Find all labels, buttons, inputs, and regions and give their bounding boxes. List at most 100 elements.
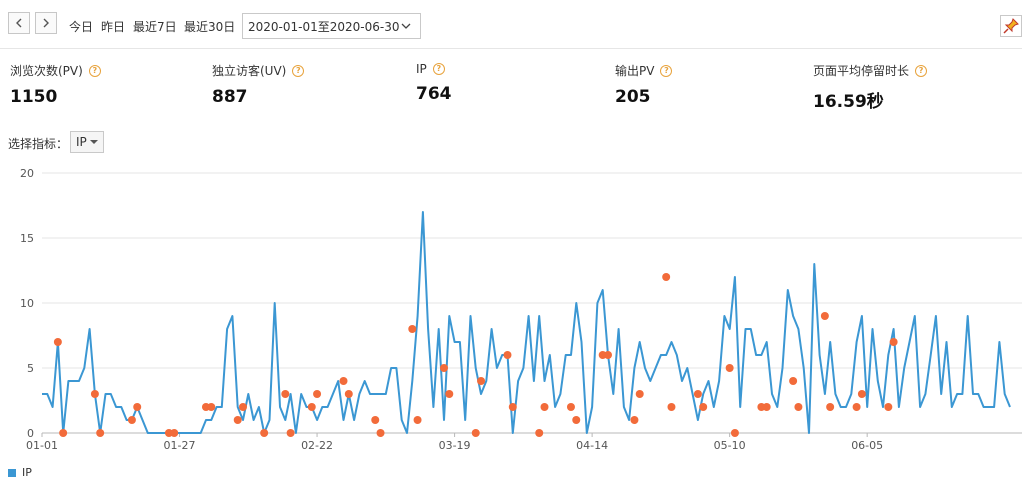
metric-avg-duration-label: 页面平均停留时长 <box>813 64 910 78</box>
data-point-marker <box>725 364 734 372</box>
data-point-marker <box>344 390 353 398</box>
data-point-marker <box>635 390 644 398</box>
metric-pv-label: 浏览次数(PV) <box>10 64 83 78</box>
chevron-left-icon <box>16 18 22 28</box>
next-date-button[interactable] <box>35 12 57 34</box>
chevron-right-icon <box>43 18 49 28</box>
quick-range-yesterday[interactable]: 昨日 <box>101 20 126 34</box>
legend-swatch <box>8 468 16 477</box>
data-point-marker <box>667 403 676 411</box>
help-icon[interactable]: ? <box>915 64 928 77</box>
metric-pv: 浏览次数(PV)? 1150 <box>10 62 101 107</box>
metric-uv: 独立访客(UV)? 887 <box>212 62 305 107</box>
data-point-marker <box>170 429 179 437</box>
help-icon[interactable]: ? <box>660 64 673 77</box>
data-point-marker <box>339 377 348 385</box>
data-point-marker <box>281 390 290 398</box>
data-point-marker <box>413 416 422 424</box>
data-point-marker <box>53 338 62 346</box>
data-point-marker <box>572 416 581 424</box>
data-point-marker <box>540 403 549 411</box>
x-tick-label: 03-19 <box>439 439 471 452</box>
data-point-marker <box>820 312 829 320</box>
data-point-marker <box>59 429 68 437</box>
help-icon[interactable]: ? <box>292 64 305 77</box>
help-icon[interactable]: ? <box>88 64 101 77</box>
data-point-marker <box>852 403 861 411</box>
data-point-marker <box>207 403 216 411</box>
indicator-selector-label: 选择指标： <box>8 137 69 151</box>
y-tick-label: 15 <box>20 232 34 245</box>
data-point-marker <box>445 390 454 398</box>
metric-uv-label: 独立访客(UV) <box>212 64 287 78</box>
toolbar: 今日 昨日 最近7日 最近30日 2020-01-01至2020-06-30 <box>0 0 1022 48</box>
data-point-marker <box>603 351 612 359</box>
metric-uv-value: 887 <box>212 87 248 107</box>
data-point-marker <box>566 403 575 411</box>
metric-avg-duration-value: 16.59秒 <box>813 92 884 112</box>
metric-output-pv-value: 205 <box>615 87 651 107</box>
x-tick-label: 04-14 <box>576 439 608 452</box>
metric-output-pv-label: 输出PV <box>615 64 655 78</box>
data-point-marker <box>90 390 99 398</box>
data-point-marker <box>794 403 803 411</box>
quick-range-30days[interactable]: 最近30日 <box>184 20 236 34</box>
indicator-select-value: IP <box>76 135 87 149</box>
date-range-value: 2020-01-01至2020-06-30 <box>248 19 400 34</box>
data-point-marker <box>508 403 517 411</box>
data-point-marker <box>630 416 639 424</box>
metric-avg-duration: 页面平均停留时长? 16.59秒 <box>813 62 928 112</box>
y-tick-label: 20 <box>20 167 34 180</box>
data-point-marker <box>535 429 544 437</box>
quick-range-today[interactable]: 今日 <box>69 20 94 34</box>
data-point-marker <box>371 416 380 424</box>
legend-label: IP <box>22 466 32 479</box>
y-tick-label: 0 <box>27 427 34 440</box>
metric-ip-label: IP <box>416 62 427 76</box>
x-tick-label: 02-22 <box>301 439 333 452</box>
data-point-marker <box>376 429 385 437</box>
caret-down-icon <box>90 140 98 144</box>
data-point-marker <box>730 429 739 437</box>
data-point-marker <box>440 364 449 372</box>
data-point-marker <box>471 429 480 437</box>
x-tick-label: 01-27 <box>164 439 196 452</box>
data-point-marker <box>477 377 486 385</box>
data-point-marker <box>96 429 105 437</box>
data-point-marker <box>889 338 898 346</box>
data-point-marker <box>133 403 142 411</box>
indicator-select[interactable]: IP <box>70 131 104 153</box>
data-point-marker <box>286 429 295 437</box>
x-tick-label: 06-05 <box>851 439 883 452</box>
date-range-select[interactable]: 2020-01-01至2020-06-30 <box>242 13 421 39</box>
metric-pv-value: 1150 <box>10 87 58 107</box>
help-icon[interactable]: ? <box>432 63 445 75</box>
pin-button[interactable] <box>1000 15 1022 37</box>
pin-icon <box>1003 18 1019 34</box>
series-line-ip <box>42 211 1011 434</box>
y-tick-label: 5 <box>27 362 34 375</box>
chart-legend[interactable]: IP <box>8 466 32 479</box>
data-point-marker <box>789 377 798 385</box>
data-point-marker <box>503 351 512 359</box>
metric-ip: IP? 764 <box>416 62 452 104</box>
data-point-marker <box>239 403 248 411</box>
prev-date-button[interactable] <box>8 12 30 34</box>
chevron-down-icon <box>401 23 411 29</box>
metric-ip-value: 764 <box>416 84 452 104</box>
data-point-marker <box>408 325 417 333</box>
data-point-marker <box>826 403 835 411</box>
data-point-marker <box>260 429 269 437</box>
data-point-marker <box>307 403 316 411</box>
data-point-marker <box>699 403 708 411</box>
data-point-marker <box>857 390 866 398</box>
data-point-marker <box>884 403 893 411</box>
data-point-marker <box>313 390 322 398</box>
x-tick-label: 01-01 <box>26 439 58 452</box>
x-tick-label: 05-10 <box>714 439 746 452</box>
data-point-marker <box>662 273 671 281</box>
y-tick-label: 10 <box>20 297 34 310</box>
metric-output-pv: 输出PV? 205 <box>615 62 673 107</box>
quick-range-7days[interactable]: 最近7日 <box>133 20 177 34</box>
ip-line-chart: 0 5 10 15 20 01-01 01-27 02-22 03-19 04-14 05-10 0… <box>20 167 1022 452</box>
